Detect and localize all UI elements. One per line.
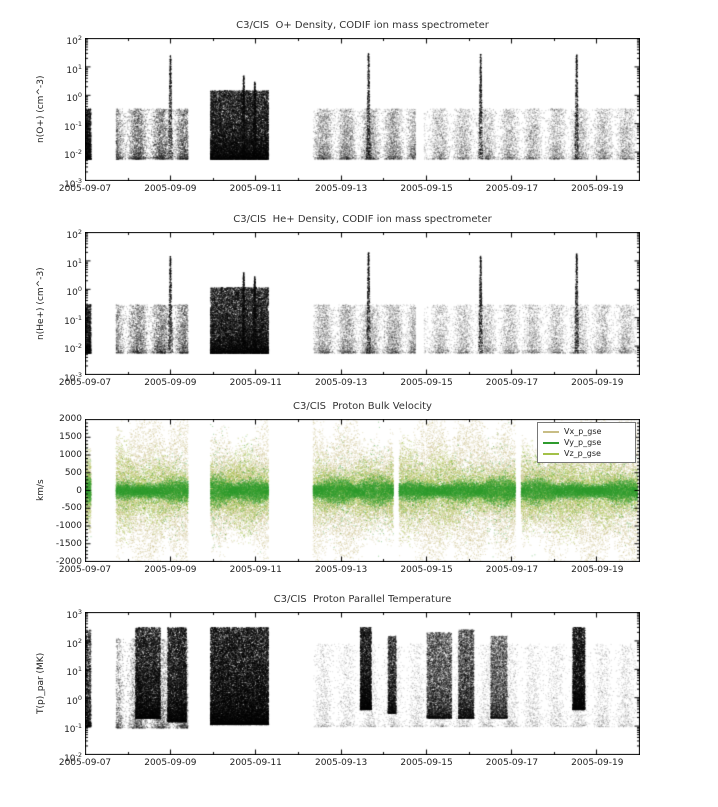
plot-area-o-plus-density	[85, 38, 640, 181]
legend-label-vx: Vx_p_gse	[564, 427, 602, 436]
legend-label-vz: Vz_p_gse	[564, 449, 601, 458]
x-tick-label: 2005-09-13	[314, 565, 368, 575]
x-tick-label: 2005-09-19	[571, 378, 624, 388]
plot-area-he-plus-density	[85, 232, 640, 375]
chart-title: C3/CIS O+ Density, CODIF ion mass spectr…	[236, 20, 489, 31]
y-tick-label: 10-3	[64, 371, 82, 384]
x-tick-label: 2005-09-09	[144, 378, 197, 388]
y-tick-label: 102	[66, 636, 82, 650]
x-tick-label: 2005-09-11	[229, 184, 282, 194]
y-tick-label: 101	[66, 256, 82, 270]
panel-proton-bulk-velocity: C3/CIS Proton Bulk Velocity km/s Vx_p_gs…	[0, 395, 718, 589]
x-tick-label: 2005-09-15	[400, 758, 453, 768]
x-tick-label: 2005-09-11	[229, 378, 282, 388]
y-tick-label: 101	[66, 665, 82, 679]
x-tick-label: 2005-09-09	[144, 758, 197, 768]
vz-line-swatch	[543, 452, 559, 455]
y-tick-label: 102	[66, 228, 82, 241]
panel-o-plus-density: C3/CIS O+ Density, CODIF ion mass spectr…	[0, 14, 718, 208]
x-tick-label: 2005-09-17	[485, 758, 539, 768]
x-tick-label: 2005-09-17	[485, 378, 539, 388]
y-tick-label: -1500	[55, 539, 82, 550]
chart-title: C3/CIS Proton Bulk Velocity	[293, 401, 432, 412]
y-tick-label: 1500	[59, 431, 82, 442]
x-tick-label: 2005-09-19	[571, 184, 624, 194]
x-tick-label: 2005-09-19	[571, 565, 624, 575]
y-tick-label: -500	[61, 503, 82, 514]
x-tick-label: 2005-09-07	[58, 184, 112, 194]
x-tick-label: 2005-09-17	[485, 184, 539, 194]
x-tick-label: 2005-09-07	[58, 565, 112, 575]
legend: Vx_p_gse Vy_p_gse Vz_p_gse	[537, 422, 636, 463]
plot-area-proton-parallel-temperature	[85, 612, 640, 755]
y-tick-label: -1000	[55, 521, 82, 532]
y-tick-label: 10-3	[64, 177, 82, 190]
y-tick-label: 500	[64, 467, 82, 478]
y-tick-label: 103	[66, 608, 82, 621]
legend-item-vx: Vx_p_gse	[543, 426, 630, 437]
panel-proton-parallel-temperature: C3/CIS Proton Parallel Temperature T(p)_…	[0, 588, 718, 782]
x-tick-label: 2005-09-07	[58, 758, 112, 768]
y-tick-label: -2000	[55, 557, 82, 567]
y-tick-label: 101	[66, 62, 82, 76]
y-tick-label: 102	[66, 34, 82, 47]
legend-item-vz: Vz_p_gse	[543, 448, 630, 459]
x-tick-label: 2005-09-19	[571, 758, 624, 768]
vy-line-swatch	[543, 441, 559, 444]
x-tick-label: 2005-09-17	[485, 565, 539, 575]
y-tick-label: 10-1	[64, 313, 82, 327]
x-tick-label: 2005-09-11	[229, 565, 282, 575]
x-tick-label: 2005-09-13	[314, 378, 368, 388]
x-tick-label: 2005-09-15	[400, 184, 453, 194]
x-tick-label: 2005-09-07	[58, 378, 112, 388]
x-tick-label: 2005-09-13	[314, 758, 368, 768]
y-tick-label: 10-2	[64, 148, 82, 162]
y-tick-label: 0	[76, 485, 82, 496]
legend-label-vy: Vy_p_gse	[564, 438, 602, 447]
x-tick-label: 2005-09-09	[144, 565, 197, 575]
vx-line-swatch	[543, 430, 559, 433]
y-tick-label: 10-2	[64, 751, 82, 764]
legend-item-vy: Vy_p_gse	[543, 437, 630, 448]
x-tick-label: 2005-09-15	[400, 565, 453, 575]
chart-title: C3/CIS Proton Parallel Temperature	[273, 594, 452, 605]
chart-title: C3/CIS He+ Density, CODIF ion mass spect…	[233, 214, 492, 225]
x-tick-label: 2005-09-13	[314, 184, 368, 194]
y-tick-label: 2000	[59, 414, 82, 424]
y-tick-label: 10-2	[64, 342, 82, 356]
y-tick-label: 1000	[59, 449, 82, 460]
y-tick-label: 100	[66, 693, 82, 707]
y-tick-label: 100	[66, 285, 82, 299]
x-tick-label: 2005-09-11	[229, 758, 282, 768]
y-tick-label: 10-1	[64, 119, 82, 133]
x-tick-label: 2005-09-15	[400, 378, 453, 388]
x-tick-label: 2005-09-09	[144, 184, 197, 194]
panel-he-plus-density: C3/CIS He+ Density, CODIF ion mass spect…	[0, 208, 718, 402]
y-tick-label: 10-1	[64, 722, 82, 736]
y-tick-label: 100	[66, 91, 82, 105]
